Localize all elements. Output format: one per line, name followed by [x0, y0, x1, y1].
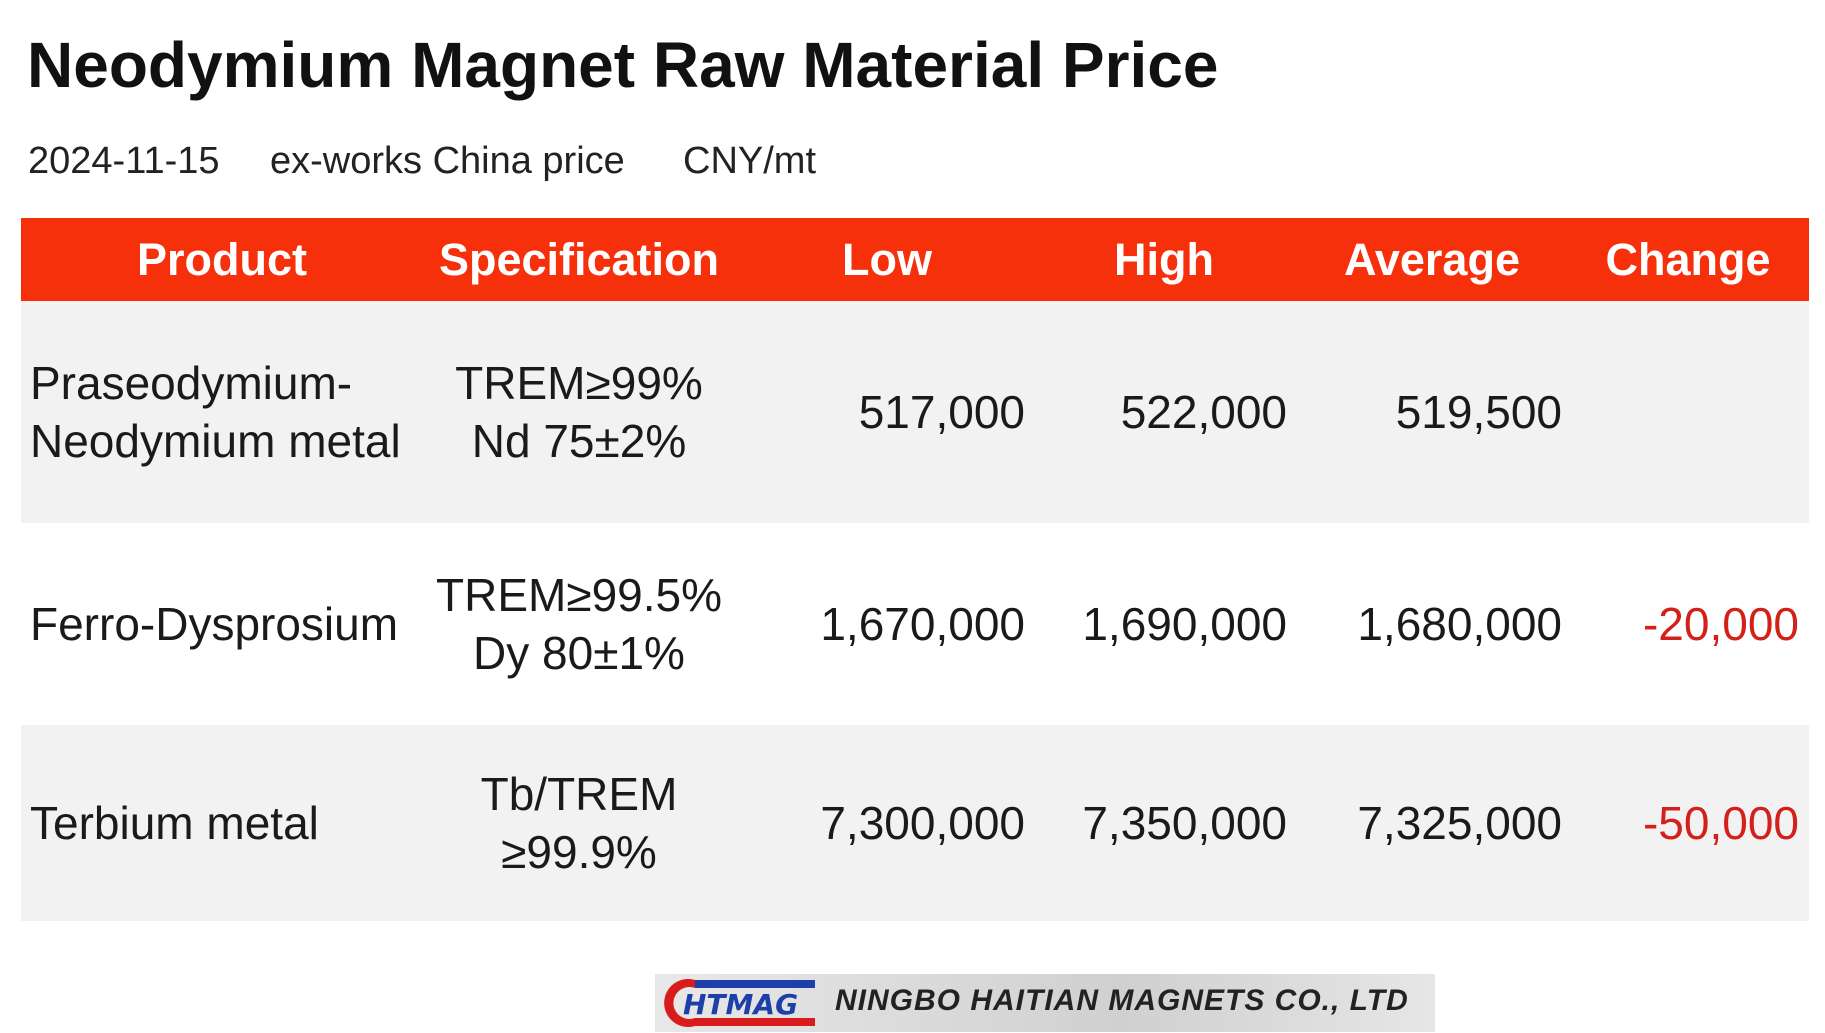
cell-text: 517,000 — [858, 386, 1025, 438]
cell-text: 7,350,000 — [1082, 797, 1287, 849]
logo-text: HTMAG — [683, 988, 798, 1021]
cell-line: Neodymium metal — [30, 415, 401, 467]
logo-mark: HTMAG — [664, 979, 815, 1027]
cell-line: Tb/TREM — [480, 768, 678, 820]
table-header: Product Specification Low High Average Change — [21, 218, 1809, 301]
column-header: Product — [136, 234, 308, 285]
cell-text: 1,690,000 — [1082, 598, 1287, 650]
table-cell: Tb/TREM ≥99.9% — [409, 725, 749, 921]
column-header: Change — [1605, 234, 1771, 285]
cell-line: Terbium metal — [30, 797, 319, 849]
unit: CNY/mt — [683, 140, 816, 182]
price-basis: ex-works China price — [270, 140, 625, 182]
cell-text: -20,000 — [1642, 598, 1799, 650]
cell-line: Praseodymium- — [30, 357, 353, 409]
table-cell: TREM≥99% Nd 75±2% — [409, 301, 749, 523]
cell-line: Ferro-Dysprosium — [30, 598, 399, 650]
table-cell: Ferro-Dysprosium — [30, 523, 430, 725]
cell-line: ≥99.9% — [501, 826, 657, 878]
table-cell: 7,350,000 — [1021, 725, 1287, 921]
table-cell: 7,325,000 — [1281, 725, 1562, 921]
table-cell: TREM≥99.5% Dy 80±1% — [409, 523, 749, 725]
column-header: Low — [842, 234, 932, 285]
table-cell: 519,500 — [1281, 301, 1562, 523]
cell-line: Nd 75±2% — [471, 415, 687, 467]
cell-text: 522,000 — [1120, 386, 1287, 438]
table-row: Terbium metal Tb/TREM ≥99.9% 7,300,000 7,350… — [21, 725, 1809, 921]
table-row: Praseodymium- Neodymium metal TREM≥99% Nd 7… — [21, 301, 1809, 523]
table-cell: -20,000 — [1561, 523, 1799, 725]
cell-text: 1,680,000 — [1357, 598, 1562, 650]
column-header: Specification — [438, 234, 720, 285]
cell-text: 519,500 — [1395, 386, 1562, 438]
cell-line: TREM≥99% — [455, 357, 703, 409]
title: Neodymium Magnet Raw Material Price — [27, 29, 1219, 101]
cell-line: TREM≥99.5% — [436, 569, 722, 621]
table-cell: 1,690,000 — [1021, 523, 1287, 725]
table-cell: -50,000 — [1561, 725, 1799, 921]
column-header: High — [1114, 234, 1214, 285]
table-cell: 1,680,000 — [1281, 523, 1562, 725]
table-cell: 1,670,000 — [721, 523, 1025, 725]
column-header: Average — [1344, 234, 1520, 285]
company-logo: HTMAG NINGBO HAITIAN MAGNETS CO., LTD — [655, 974, 1435, 1032]
table-cell: 522,000 — [1021, 301, 1287, 523]
cell-text: -50,000 — [1642, 797, 1799, 849]
cell-line: Dy 80±1% — [473, 627, 685, 679]
table-cell: 7,300,000 — [721, 725, 1025, 921]
cell-text: 7,300,000 — [820, 797, 1025, 849]
cell-text: 1,670,000 — [820, 598, 1025, 650]
table-cell: Praseodymium- Neodymium metal — [30, 301, 430, 523]
table-row: Ferro-Dysprosium TREM≥99.5% Dy 80±1% 1,670,… — [21, 523, 1809, 725]
date: 2024-11-15 — [28, 140, 220, 182]
table-cell: 517,000 — [721, 301, 1025, 523]
company-name: NINGBO HAITIAN MAGNETS CO., LTD — [835, 984, 1409, 1017]
cell-text: 7,325,000 — [1357, 797, 1562, 849]
table-cell: Terbium metal — [30, 725, 430, 921]
